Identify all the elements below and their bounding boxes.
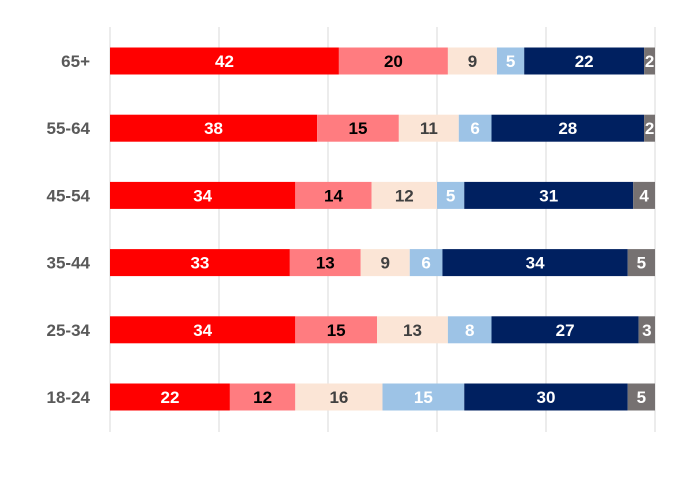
data-label: 22 bbox=[160, 388, 179, 407]
bar-segment bbox=[110, 383, 230, 411]
data-label: 6 bbox=[470, 119, 479, 138]
bar-segment bbox=[627, 249, 655, 277]
data-label: 33 bbox=[190, 254, 209, 273]
data-label: 5 bbox=[506, 52, 515, 71]
gridlines bbox=[109, 27, 656, 432]
bar-segment bbox=[491, 316, 639, 344]
bar-segment bbox=[458, 114, 492, 142]
data-label: 6 bbox=[421, 254, 430, 273]
bar-segment bbox=[409, 249, 443, 277]
category-label: 35-44 bbox=[47, 254, 91, 273]
bar-segment bbox=[638, 316, 655, 344]
data-label: 34 bbox=[193, 186, 212, 205]
data-label: 5 bbox=[637, 254, 646, 273]
data-label: 9 bbox=[380, 254, 389, 273]
bar-segment bbox=[377, 316, 448, 344]
data-label: 15 bbox=[414, 388, 433, 407]
category-label: 65+ bbox=[61, 52, 90, 71]
data-label: 13 bbox=[316, 254, 335, 273]
data-label: 2 bbox=[645, 119, 654, 138]
bar-segment bbox=[447, 316, 492, 344]
data-label: 20 bbox=[384, 52, 403, 71]
data-label: 2 bbox=[645, 52, 654, 71]
bar-segment bbox=[110, 47, 339, 75]
data-label: 38 bbox=[204, 119, 223, 138]
bar-segment bbox=[398, 114, 459, 142]
data-label: 11 bbox=[420, 119, 438, 138]
data-label: 9 bbox=[468, 52, 477, 71]
bar-segment bbox=[110, 316, 296, 344]
data-label: 34 bbox=[193, 321, 212, 340]
data-label: 13 bbox=[403, 321, 422, 340]
bar-segment bbox=[295, 383, 383, 411]
bar-segment bbox=[524, 47, 645, 75]
bar-segment bbox=[110, 249, 290, 277]
bar-segment bbox=[360, 249, 410, 277]
bar-segment bbox=[644, 47, 655, 75]
data-label: 4 bbox=[639, 186, 649, 205]
bar-segment bbox=[437, 181, 465, 209]
category-label: 55-64 bbox=[47, 119, 91, 138]
data-label: 14 bbox=[324, 186, 343, 205]
bar-segment bbox=[496, 47, 525, 75]
category-label: 25-34 bbox=[47, 321, 91, 340]
data-label: 31 bbox=[539, 186, 558, 205]
data-label: 12 bbox=[395, 186, 414, 205]
bar-segment bbox=[633, 181, 655, 209]
data-label: 3 bbox=[642, 321, 651, 340]
category-labels: 65+ 55-64 45-54 35-44 25-34 18-24 bbox=[47, 52, 91, 407]
bar-segment bbox=[317, 114, 399, 142]
data-label: 27 bbox=[556, 321, 575, 340]
data-label: 5 bbox=[637, 388, 646, 407]
data-label: 42 bbox=[215, 52, 234, 71]
bar-segment bbox=[295, 316, 378, 344]
bars: 42 20 9 5 22 238 15 11 6 28 234 14 12 5 31 433 13 9 6 34 534… bbox=[110, 47, 655, 411]
data-label: 8 bbox=[465, 321, 474, 340]
bar-segment bbox=[464, 181, 634, 209]
category-label: 45-54 bbox=[47, 186, 91, 205]
data-label: 12 bbox=[253, 388, 272, 407]
data-label: 15 bbox=[349, 119, 368, 138]
bar-segment bbox=[295, 181, 372, 209]
data-label: 22 bbox=[575, 52, 594, 71]
category-label: 18-24 bbox=[47, 388, 91, 407]
data-label: 34 bbox=[526, 254, 545, 273]
bar-segment bbox=[371, 181, 437, 209]
bar-segment bbox=[627, 383, 655, 411]
data-label: 5 bbox=[446, 186, 455, 205]
bar-segment bbox=[491, 114, 645, 142]
bar-segment bbox=[110, 181, 296, 209]
data-label: 15 bbox=[327, 321, 346, 340]
bar-segment bbox=[229, 383, 296, 411]
data-label: 16 bbox=[329, 388, 348, 407]
bar-segment bbox=[110, 114, 318, 142]
bar-segment bbox=[464, 383, 628, 411]
bar-segment bbox=[289, 249, 361, 277]
bar-segment bbox=[338, 47, 448, 75]
bar-segment bbox=[447, 47, 497, 75]
bar-segment bbox=[442, 249, 628, 277]
bar-segment bbox=[644, 114, 655, 142]
data-label: 30 bbox=[537, 388, 556, 407]
data-label: 28 bbox=[558, 119, 577, 138]
bar-segment bbox=[382, 383, 465, 411]
